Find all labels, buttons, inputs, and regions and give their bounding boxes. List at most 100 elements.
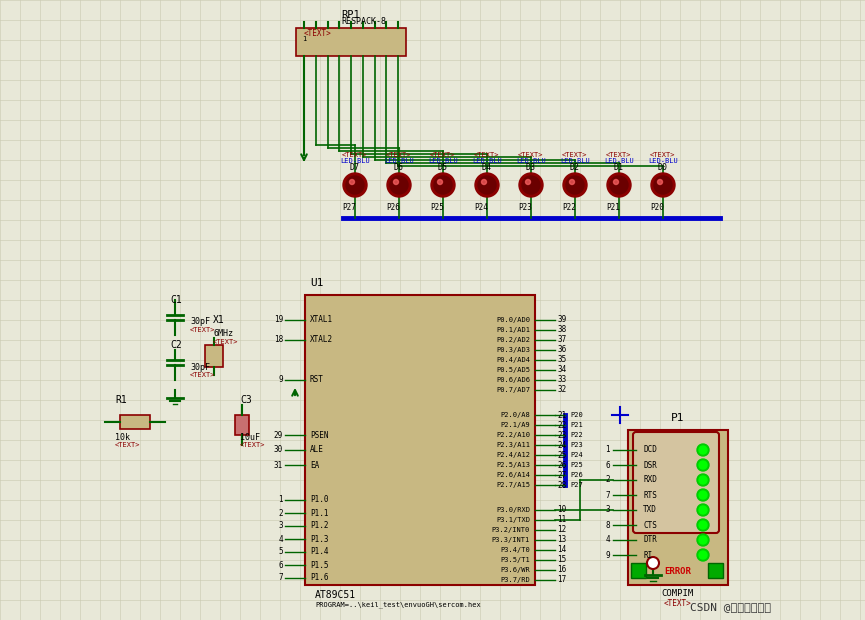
- Bar: [628, 430, 728, 585]
- Text: 26: 26: [557, 461, 567, 469]
- Text: <TEXT>: <TEXT>: [562, 152, 587, 158]
- Text: P2.0/A8: P2.0/A8: [500, 412, 530, 418]
- Text: D6: D6: [394, 162, 404, 172]
- Text: <TEXT>: <TEXT>: [606, 152, 631, 158]
- Bar: [235, 415, 249, 435]
- Circle shape: [699, 446, 707, 454]
- Text: DTR: DTR: [643, 536, 657, 544]
- Text: DCD: DCD: [643, 446, 657, 454]
- Circle shape: [526, 180, 530, 185]
- Circle shape: [475, 173, 499, 197]
- Bar: [120, 415, 150, 429]
- Bar: [631, 563, 646, 578]
- Text: P25: P25: [430, 203, 444, 211]
- Text: P2.7/A15: P2.7/A15: [496, 482, 530, 488]
- Text: P1.1: P1.1: [310, 508, 329, 518]
- Circle shape: [699, 521, 707, 529]
- Text: D4: D4: [482, 162, 492, 172]
- Text: P2.1/A9: P2.1/A9: [500, 422, 530, 428]
- Text: 28: 28: [557, 480, 567, 490]
- Circle shape: [699, 536, 707, 544]
- Text: C2: C2: [170, 340, 182, 350]
- Circle shape: [613, 180, 618, 185]
- Text: 4: 4: [279, 534, 283, 544]
- Text: LED-BLU: LED-BLU: [340, 158, 370, 164]
- Text: 2: 2: [279, 508, 283, 518]
- Text: D5: D5: [438, 162, 448, 172]
- Text: 30: 30: [273, 446, 283, 454]
- Text: XTAL2: XTAL2: [310, 335, 333, 345]
- Text: 5: 5: [279, 547, 283, 557]
- Text: 17: 17: [557, 575, 567, 585]
- Text: <TEXT>: <TEXT>: [240, 442, 266, 448]
- Text: P2.3/A11: P2.3/A11: [496, 442, 530, 448]
- Text: 9: 9: [279, 376, 283, 384]
- Text: P24: P24: [570, 452, 583, 458]
- Text: 38: 38: [557, 326, 567, 335]
- Circle shape: [697, 534, 709, 546]
- Text: PROGRAM=..\keil_test\envuoGH\sercom.hex: PROGRAM=..\keil_test\envuoGH\sercom.hex: [315, 601, 481, 608]
- Text: P3.7/RD: P3.7/RD: [500, 577, 530, 583]
- Text: 6: 6: [279, 560, 283, 570]
- Text: 35: 35: [557, 355, 567, 365]
- Circle shape: [697, 474, 709, 486]
- Text: P2.4/A12: P2.4/A12: [496, 452, 530, 458]
- Circle shape: [610, 176, 628, 194]
- Text: P1.5: P1.5: [310, 560, 329, 570]
- Circle shape: [482, 180, 486, 185]
- Circle shape: [563, 173, 587, 197]
- Text: 24: 24: [557, 440, 567, 450]
- Text: 18: 18: [273, 335, 283, 345]
- Text: AT89C51: AT89C51: [315, 590, 356, 600]
- Text: P20: P20: [650, 203, 664, 211]
- Text: 10uF: 10uF: [240, 433, 260, 441]
- Text: P21: P21: [606, 203, 620, 211]
- Text: P1.4: P1.4: [310, 547, 329, 557]
- Text: P23: P23: [570, 442, 583, 448]
- Text: 6: 6: [606, 461, 610, 469]
- Text: <TEXT>: <TEXT>: [343, 152, 368, 158]
- Text: 39: 39: [557, 316, 567, 324]
- Text: P22: P22: [562, 203, 576, 211]
- Text: D2: D2: [570, 162, 580, 172]
- Text: P2.5/A13: P2.5/A13: [496, 462, 530, 468]
- Circle shape: [434, 176, 452, 194]
- Text: 14: 14: [557, 546, 567, 554]
- Text: <TEXT>: <TEXT>: [190, 327, 215, 333]
- Text: X1: X1: [213, 315, 225, 325]
- Text: RST: RST: [310, 376, 324, 384]
- Circle shape: [394, 180, 399, 185]
- Text: D3: D3: [526, 162, 536, 172]
- Text: P0.6/AD6: P0.6/AD6: [496, 377, 530, 383]
- Text: 11: 11: [557, 515, 567, 525]
- Circle shape: [699, 491, 707, 499]
- Text: TXD: TXD: [643, 505, 657, 515]
- Circle shape: [343, 173, 367, 197]
- Text: <TEXT>: <TEXT>: [664, 598, 692, 608]
- Text: P3.2/INT0: P3.2/INT0: [491, 527, 530, 533]
- Text: C3: C3: [240, 395, 252, 405]
- Circle shape: [697, 519, 709, 531]
- Text: <TEXT>: <TEXT>: [518, 152, 544, 158]
- Circle shape: [657, 180, 663, 185]
- Circle shape: [697, 459, 709, 471]
- Text: 16: 16: [557, 565, 567, 575]
- Text: P3.3/INT1: P3.3/INT1: [491, 537, 530, 543]
- Text: ERROR: ERROR: [664, 567, 691, 575]
- Text: CTS: CTS: [643, 521, 657, 529]
- Bar: [296, 28, 406, 56]
- Text: P1.3: P1.3: [310, 534, 329, 544]
- Circle shape: [654, 176, 672, 194]
- Text: P0.5/AD5: P0.5/AD5: [496, 367, 530, 373]
- Text: C1: C1: [170, 295, 182, 305]
- Text: <TEXT>: <TEXT>: [650, 152, 676, 158]
- Text: LED-BLU: LED-BLU: [384, 158, 413, 164]
- Text: P3.5/T1: P3.5/T1: [500, 557, 530, 563]
- Text: P22: P22: [570, 432, 583, 438]
- Text: RI: RI: [643, 551, 652, 559]
- Text: 10k: 10k: [115, 433, 130, 441]
- Text: LED-BLU: LED-BLU: [428, 158, 458, 164]
- Text: P21: P21: [570, 422, 583, 428]
- Text: P0.1/AD1: P0.1/AD1: [496, 327, 530, 333]
- Text: LED-BLU: LED-BLU: [604, 158, 634, 164]
